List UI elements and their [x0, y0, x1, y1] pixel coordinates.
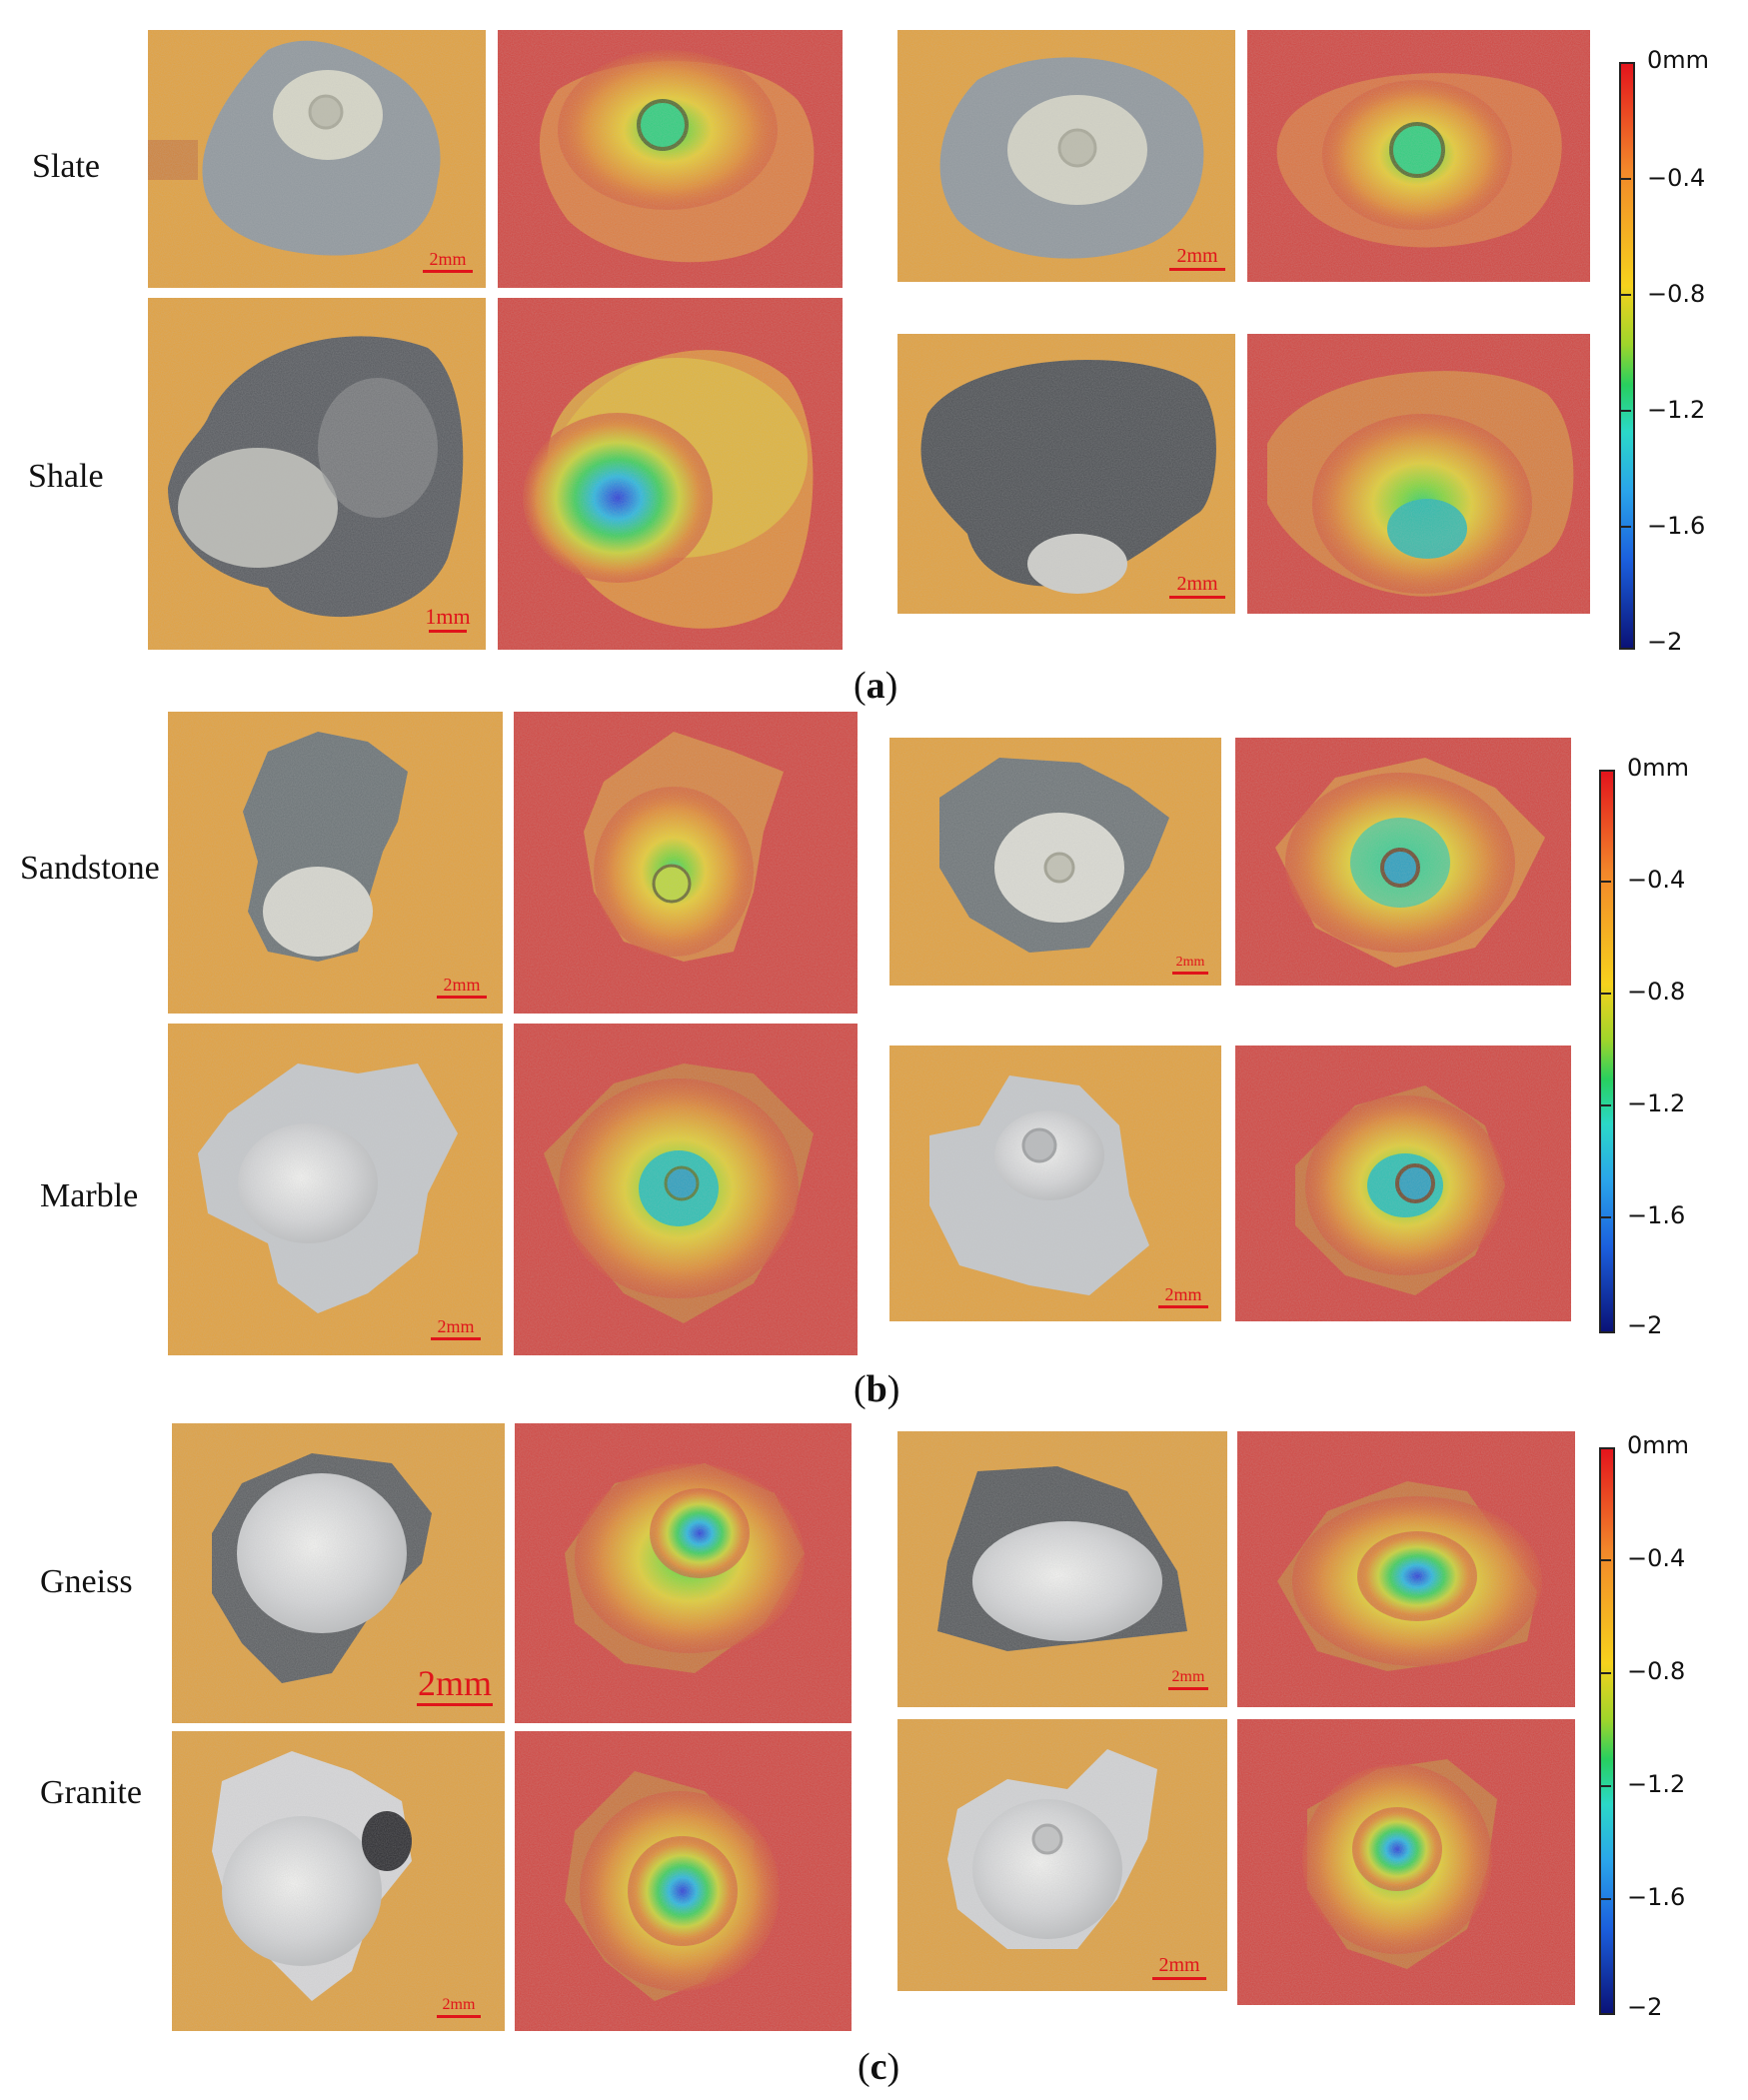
row-label-shale: Shale [28, 458, 104, 495]
colorbar-label: −0.8 [1627, 978, 1686, 1006]
scale-bar-label: 1mm [425, 604, 471, 629]
colorbar-label: −1.2 [1647, 396, 1706, 424]
row-label-gneiss: Gneiss [40, 1563, 133, 1600]
sandstone-left-depth-map [514, 712, 858, 1014]
gneiss-right-photo [897, 1431, 1227, 1707]
scale-bar: 2mm [1165, 574, 1229, 599]
scale-bar: 2mm [1147, 1955, 1211, 1980]
scale-bar-label: 2mm [429, 249, 467, 269]
scale-bar-label: 2mm [417, 1663, 492, 1703]
granite-right-depth-map [1237, 1719, 1575, 2005]
granite-left-photo [172, 1731, 505, 2031]
scale-bar: 2mm [1163, 1669, 1213, 1690]
scale-bar-label: 2mm [1176, 573, 1218, 595]
scale-bar-label: 2mm [1175, 955, 1205, 970]
slate-right-depth-map [1247, 30, 1590, 282]
sandstone-left-photo [168, 712, 503, 1014]
scale-bar: 2mm [410, 1665, 500, 1706]
colorbar-label: −0.4 [1627, 1544, 1686, 1572]
scale-bar-label: 2mm [1176, 245, 1218, 267]
caption-letter: c [870, 2046, 887, 2088]
scale-bar: 2mm [1155, 1285, 1211, 1308]
colorbar-label: 0mm [1627, 754, 1690, 782]
scale-bar-label: 2mm [443, 975, 481, 995]
slate-left-depth-map [498, 30, 843, 288]
marble-right-depth-map [1235, 1046, 1571, 1321]
row-label-granite: Granite [40, 1774, 142, 1811]
shale-right-photo [897, 334, 1235, 614]
colorbar-label: −2 [1627, 1993, 1663, 2021]
colorbar-label: −1.2 [1627, 1089, 1686, 1117]
colorbar-b [1599, 770, 1615, 1333]
slate-left-photo [148, 30, 486, 288]
colorbar-label: 0mm [1627, 1431, 1690, 1459]
caption-c: (c) [858, 2046, 900, 2088]
sandstone-right-depth-map [1235, 738, 1571, 986]
colorbar-label: −1.6 [1627, 1883, 1686, 1911]
colorbar-label: −1.6 [1627, 1201, 1686, 1229]
colorbar-label: −2 [1647, 628, 1683, 656]
marble-left-photo [168, 1024, 503, 1355]
scale-bar-label: 2mm [437, 1316, 475, 1336]
caption-a: (a) [854, 665, 898, 707]
scale-bar: 2mm [426, 1317, 486, 1340]
scale-bar: 2mm [1167, 956, 1213, 975]
colorbar-label: −0.4 [1627, 866, 1686, 894]
scale-bar-label: 2mm [1164, 1284, 1202, 1304]
colorbar-label: 0mm [1647, 46, 1710, 74]
caption-letter: b [866, 1368, 887, 1410]
marble-left-depth-map [514, 1024, 858, 1355]
granite-left-depth-map [515, 1731, 852, 2031]
granite-right-photo [897, 1719, 1227, 1991]
scale-bar: 1mm [418, 606, 478, 633]
sandstone-right-photo [889, 738, 1221, 986]
marble-right-photo [889, 1046, 1221, 1321]
colorbar-label: −1.6 [1647, 512, 1706, 540]
gneiss-left-photo [172, 1423, 505, 1723]
caption-letter: a [866, 665, 885, 707]
scale-bar: 2mm [418, 250, 478, 273]
slate-right-photo [897, 30, 1235, 282]
shale-left-depth-map [498, 298, 843, 650]
scale-bar: 2mm [432, 1997, 486, 2018]
row-label-marble: Marble [40, 1177, 139, 1214]
gneiss-right-depth-map [1237, 1431, 1575, 1707]
shale-right-depth-map [1247, 334, 1590, 614]
colorbar-c [1599, 1447, 1615, 2015]
shale-left-photo [148, 298, 486, 650]
colorbar-label: −0.8 [1627, 1657, 1686, 1685]
scale-bar: 2mm [1167, 246, 1227, 271]
colorbar-a [1619, 62, 1635, 650]
row-label-sandstone: Sandstone [20, 850, 160, 887]
scale-bar-label: 2mm [442, 1996, 476, 2013]
caption-b: (b) [854, 1368, 900, 1410]
colorbar-label: −0.8 [1647, 280, 1706, 308]
row-label-slate: Slate [32, 148, 100, 185]
gneiss-left-depth-map [515, 1423, 852, 1723]
colorbar-label: −0.4 [1647, 164, 1706, 192]
scale-bar: 2mm [432, 976, 492, 999]
colorbar-label: −1.2 [1627, 1770, 1686, 1798]
scale-bar-label: 2mm [1158, 1954, 1200, 1976]
scale-bar-label: 2mm [1171, 1668, 1205, 1685]
colorbar-label: −2 [1627, 1311, 1663, 1339]
